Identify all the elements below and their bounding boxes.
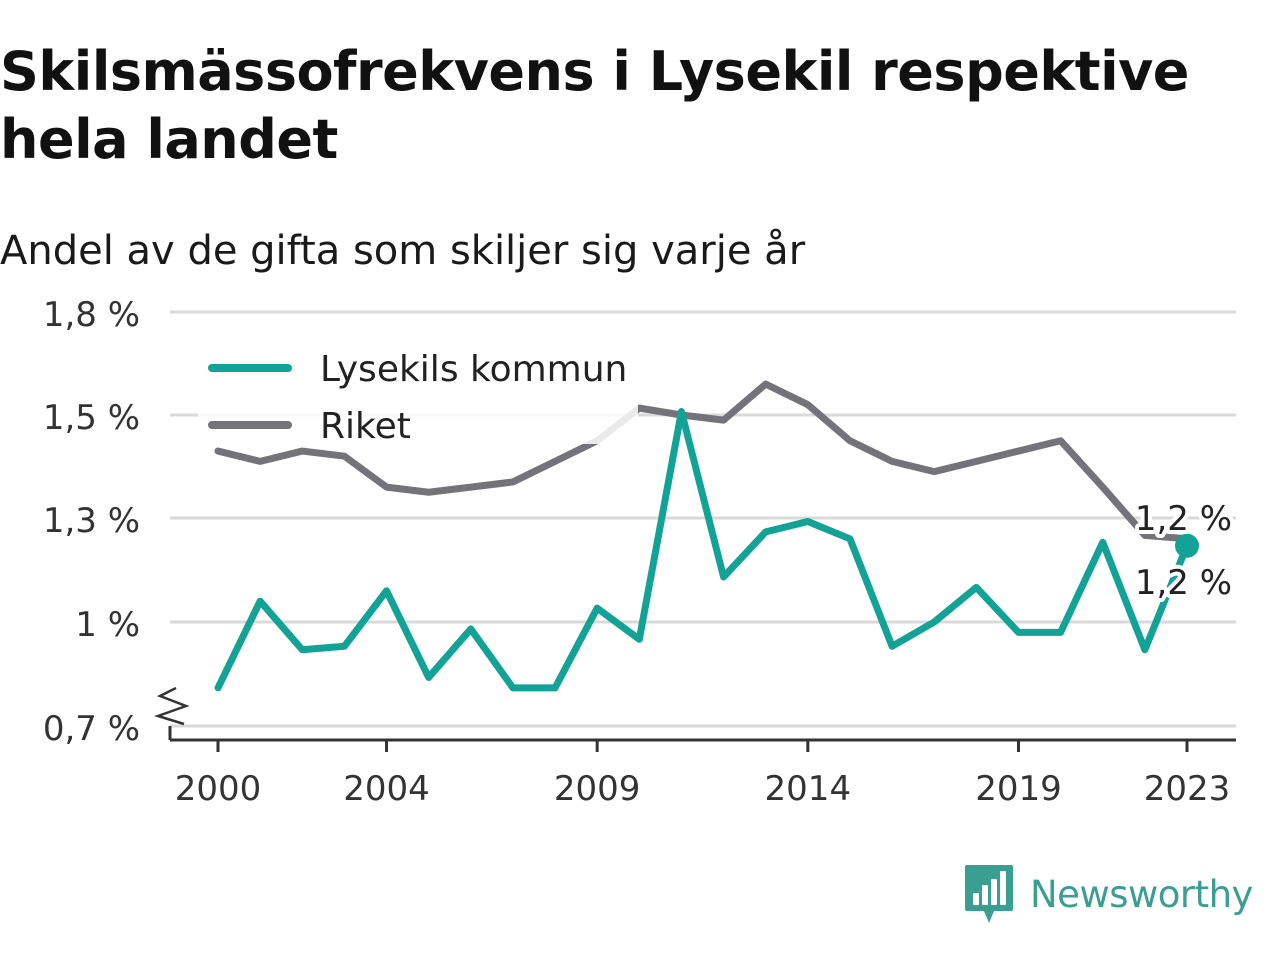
y-tick-label: 1 % — [75, 605, 140, 645]
y-tick-label: 1,3 % — [43, 501, 140, 541]
x-tick-label: 2009 — [554, 769, 641, 809]
y-tick-label: 1,5 % — [43, 398, 140, 438]
end-point-lysekil — [1175, 533, 1199, 558]
brand-logo: Newsworthy — [964, 862, 1253, 926]
x-axis-ticks: 2000 2004 2009 2014 2019 2023 — [175, 740, 1231, 809]
y-tick-label: 0,7 % — [43, 709, 140, 749]
brand-name: Newsworthy — [1030, 872, 1253, 916]
series-lines — [214, 380, 1199, 692]
legend-label: Lysekils kommun — [320, 349, 627, 390]
legend: Lysekils kommun Riket — [198, 336, 638, 447]
x-axis — [154, 686, 1236, 742]
x-tick-label: 2004 — [343, 769, 430, 809]
legend-label: Riket — [320, 406, 411, 447]
end-label: 1,2 % — [1135, 563, 1232, 603]
x-tick-label: 2014 — [765, 769, 852, 809]
axis-break-icon — [154, 686, 190, 726]
end-labels: 1,2 % 1,2 % — [1131, 495, 1236, 607]
chart-subtitle: Andel av de gifta som skiljer sig varje … — [0, 228, 806, 274]
y-axis-ticks: 0,7 % 1 % 1,3 % 1,5 % 1,8 % — [43, 295, 140, 749]
series-line-lysekil — [214, 408, 1191, 692]
series-line-riket — [214, 380, 1191, 543]
line-chart: 0,7 % 1 % 1,3 % 1,5 % 1,8 % 2000 2004 2009 2014… — [43, 295, 1236, 809]
x-tick-label: 2019 — [975, 769, 1062, 809]
x-tick-label: 2000 — [175, 769, 262, 809]
x-tick-label: 2023 — [1144, 769, 1231, 809]
chart-title: Skilsmässofrekvens i Lysekil respektive … — [0, 40, 1189, 171]
end-label: 1,2 % — [1135, 499, 1232, 539]
bar-chart-speech-bubble-icon — [965, 865, 1013, 923]
y-tick-label: 1,8 % — [43, 295, 140, 335]
